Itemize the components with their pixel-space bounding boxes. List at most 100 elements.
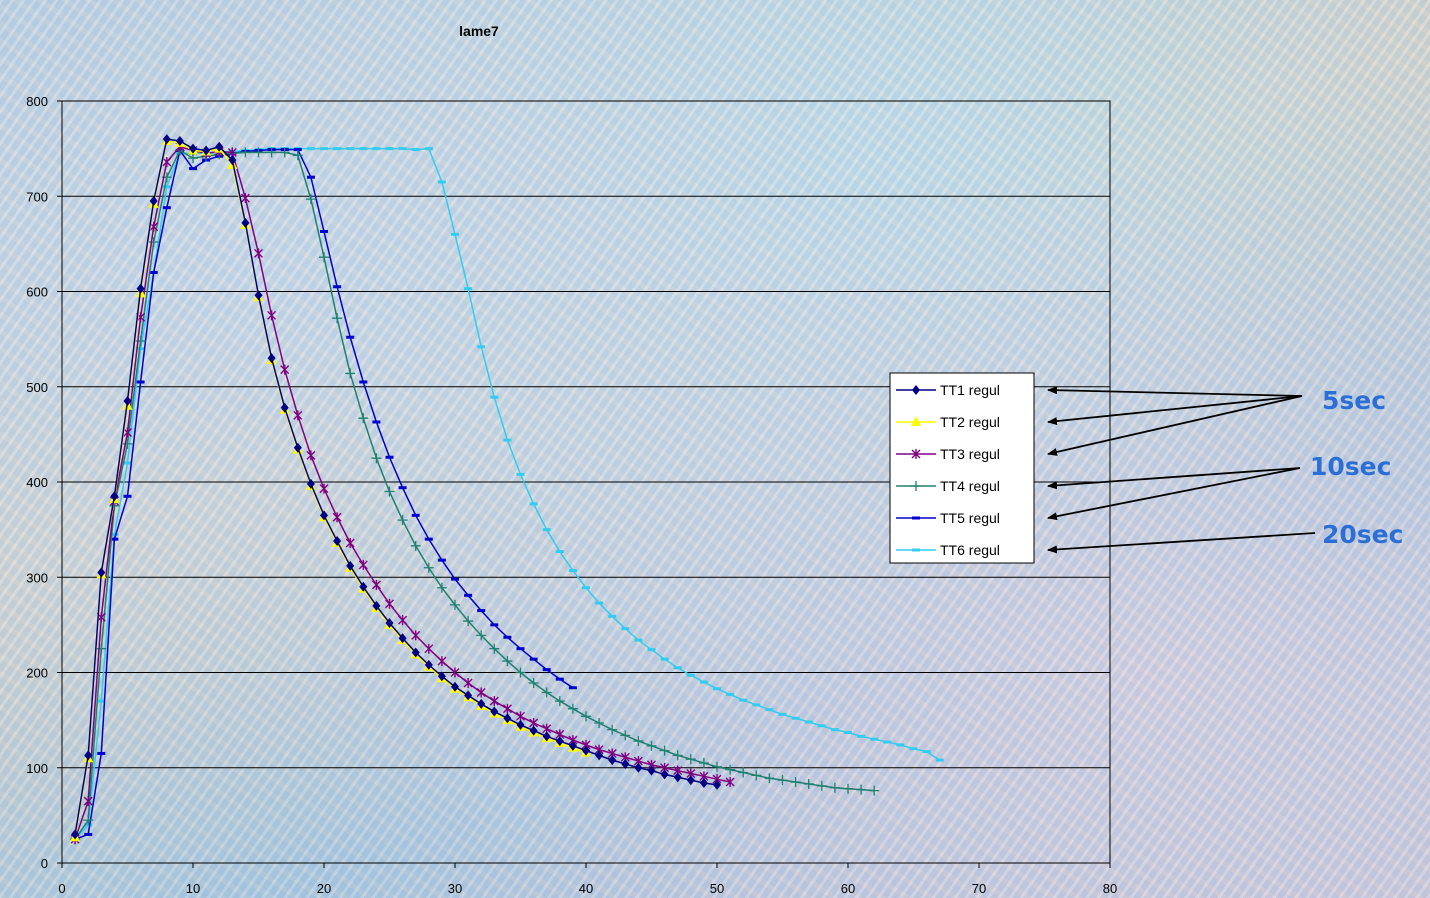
data-point: [503, 713, 512, 724]
data-point: [424, 643, 434, 654]
legend-label: TT4 regul: [940, 478, 1000, 494]
annotation-20sec: 20sec: [1047, 520, 1403, 554]
data-point: [385, 617, 394, 628]
data-point: [398, 615, 408, 626]
data-point: [686, 673, 695, 677]
data-point: [673, 666, 682, 670]
data-point: [516, 472, 525, 476]
legend-marker: [911, 449, 921, 459]
data-point: [699, 777, 708, 788]
data-point: [424, 147, 433, 151]
data-point: [515, 667, 526, 678]
data-point: [398, 147, 407, 151]
legend-label: TT3 regul: [940, 446, 1000, 462]
data-point: [791, 716, 800, 720]
data-point: [686, 775, 695, 786]
data-point: [385, 147, 394, 151]
data-point: [595, 601, 604, 605]
annotation-arrow: [1047, 395, 1303, 456]
data-point: [464, 287, 473, 291]
data-point: [502, 703, 512, 714]
data-point: [358, 413, 369, 424]
data-point: [685, 754, 696, 765]
data-point: [790, 777, 801, 788]
data-point: [699, 680, 708, 684]
data-point: [83, 796, 93, 807]
data-point: [320, 229, 328, 233]
legend-item: TT5 regul: [896, 510, 1000, 526]
data-point: [503, 635, 512, 639]
y-tick-label: 400: [26, 475, 48, 490]
annotation-arrow: [1047, 467, 1301, 490]
x-tick-label: 10: [186, 881, 200, 896]
data-point: [241, 217, 250, 228]
data-point: [306, 478, 315, 489]
annotation-arrow: [1047, 395, 1303, 426]
data-point: [568, 740, 577, 751]
y-tick-label: 100: [26, 761, 48, 776]
data-point: [437, 558, 446, 562]
annotations: 5sec 10sec 20sec: [1047, 386, 1403, 554]
data-point: [306, 450, 316, 461]
data-point: [123, 494, 132, 498]
data-point: [280, 402, 289, 413]
annotation-arrow: [1047, 386, 1303, 397]
data-point: [279, 147, 290, 158]
data-point: [371, 579, 381, 590]
data-point: [503, 438, 512, 442]
data-point: [673, 772, 682, 783]
data-point: [398, 633, 407, 644]
annotation-label: 10sec: [1310, 452, 1391, 481]
data-point: [502, 656, 513, 667]
data-point: [423, 562, 434, 573]
data-point: [935, 758, 944, 762]
data-point: [254, 290, 263, 301]
data-point: [333, 147, 342, 151]
annotation-arrow: [1047, 532, 1316, 554]
series-tt3-regul: [70, 141, 735, 845]
series-line: [74, 145, 731, 840]
y-tick-label: 800: [26, 94, 48, 109]
data-point: [293, 410, 303, 421]
data-point: [777, 775, 788, 786]
data-point: [713, 687, 721, 691]
data-point: [411, 630, 421, 641]
data-point: [436, 582, 447, 593]
data-point: [346, 147, 355, 151]
data-point: [529, 725, 538, 736]
data-point: [542, 731, 551, 742]
data-point: [660, 657, 669, 661]
data-point: [451, 681, 459, 692]
data-point: [489, 643, 500, 654]
data-point: [451, 232, 459, 236]
x-tick-label: 40: [579, 881, 593, 896]
data-point: [411, 148, 420, 152]
data-point: [148, 236, 159, 247]
data-point: [490, 395, 499, 399]
data-point: [359, 380, 368, 384]
data-point: [896, 743, 905, 747]
data-point: [607, 724, 618, 735]
y-tick-label: 700: [26, 189, 48, 204]
y-tick-label: 500: [26, 380, 48, 395]
data-point: [856, 784, 867, 795]
y-tick-label: 600: [26, 285, 48, 300]
data-point: [463, 616, 474, 627]
data-point: [726, 692, 735, 696]
data-point: [96, 643, 107, 654]
data-point: [490, 623, 499, 627]
data-point: [372, 420, 381, 424]
data-point: [437, 671, 446, 682]
x-tick-label: 30: [448, 881, 462, 896]
data-point: [359, 581, 368, 592]
data-point: [816, 780, 827, 791]
data-point: [529, 657, 538, 661]
data-point: [358, 559, 368, 570]
legend-item: TT1 regul: [896, 382, 1000, 398]
data-point: [739, 698, 748, 702]
data-point: [843, 783, 853, 794]
legend-marker: [911, 481, 921, 491]
annotation-label: 20sec: [1322, 520, 1403, 549]
